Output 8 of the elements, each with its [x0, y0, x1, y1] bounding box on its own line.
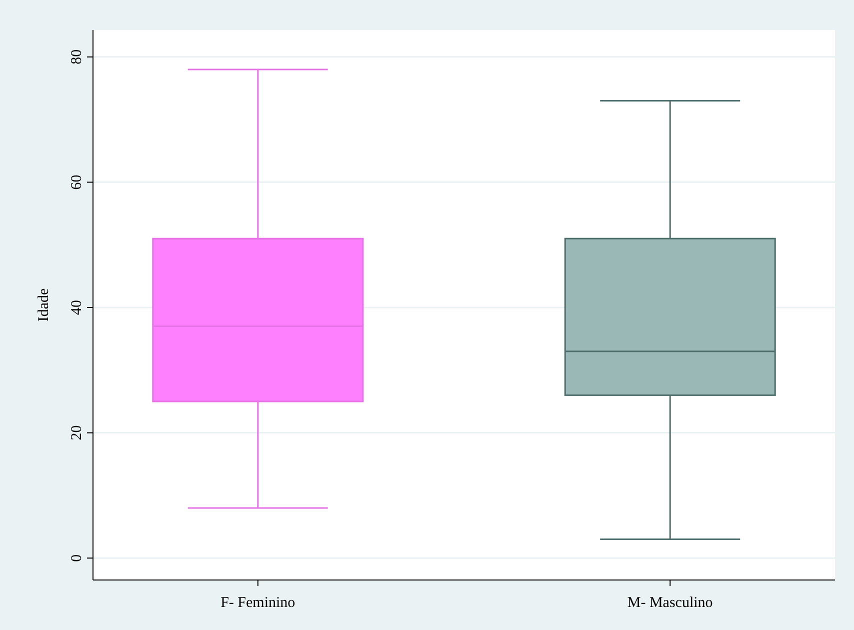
y-tick-label: 80	[69, 49, 85, 64]
y-tick-label: 0	[69, 554, 85, 562]
y-tick-label: 40	[69, 300, 85, 316]
y-tick-label: 20	[69, 425, 85, 440]
x-tick-label: M- Masculino	[627, 595, 713, 611]
y-axis-title: Idade	[36, 288, 52, 322]
x-tick-label: F- Feminino	[220, 595, 296, 611]
y-tick-label: 60	[69, 174, 85, 190]
